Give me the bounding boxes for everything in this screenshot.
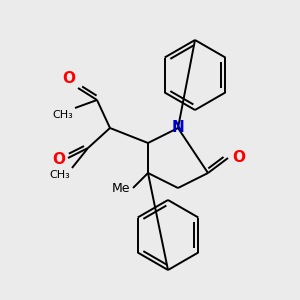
Text: Me: Me: [112, 182, 130, 196]
Text: CH₃: CH₃: [52, 110, 73, 120]
Text: CH₃: CH₃: [49, 170, 70, 180]
Text: O: O: [52, 152, 65, 166]
Text: N: N: [172, 121, 184, 136]
Text: O: O: [232, 149, 245, 164]
Text: O: O: [62, 71, 75, 86]
